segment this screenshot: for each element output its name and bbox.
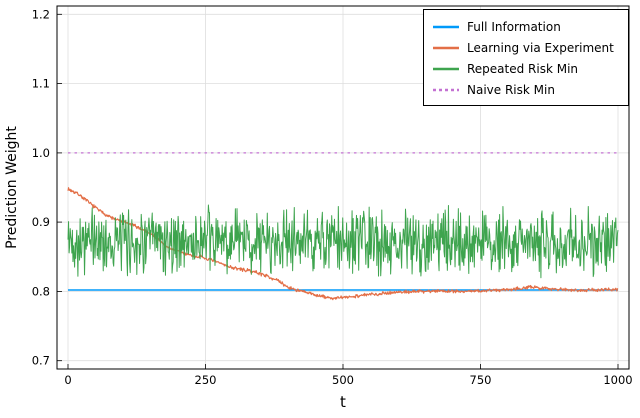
- y-tick-label: 1.0: [32, 146, 50, 160]
- y-axis-label: Prediction Weight: [4, 126, 20, 249]
- y-tick-label: 0.7: [32, 354, 50, 368]
- legend-line-swatch: [433, 88, 459, 91]
- x-tick-label: 1000: [603, 373, 632, 387]
- legend: Full Information Learning via Experiment…: [423, 9, 629, 106]
- series-line-repeated-risk-min: [67, 204, 619, 279]
- x-tick-label: 750: [470, 373, 492, 387]
- series-line-learning-via-experiment: [67, 187, 619, 301]
- axis-ticks: [57, 13, 619, 369]
- legend-entry-full-information: Full Information: [432, 16, 620, 37]
- y-tick-label: 0.9: [32, 215, 50, 229]
- legend-label: Repeated Risk Min: [467, 61, 579, 76]
- legend-entry-repeated-risk-min: Repeated Risk Min: [432, 58, 620, 79]
- y-tick-label: 0.8: [32, 284, 50, 298]
- x-axis-label: t: [340, 393, 346, 411]
- legend-label: Naive Risk Min: [467, 82, 555, 97]
- y-tick-label: 1.2: [32, 7, 50, 21]
- legend-line-swatch: [433, 46, 459, 49]
- legend-label: Full Information: [467, 19, 561, 34]
- y-tick-label: 1.1: [32, 77, 50, 91]
- x-tick-label: 0: [64, 373, 71, 387]
- tick-labels: 0 250 500 750 1000 0.7 0.8 0.9 1.0 1.1 1.2: [32, 7, 633, 387]
- legend-line-swatch: [433, 67, 459, 70]
- legend-line-swatch: [433, 25, 459, 28]
- legend-entry-learning-via-experiment: Learning via Experiment: [432, 37, 620, 58]
- legend-entry-naive-risk-min: Naive Risk Min: [432, 79, 620, 100]
- x-tick-label: 250: [195, 373, 217, 387]
- x-tick-label: 500: [332, 373, 354, 387]
- legend-label: Learning via Experiment: [467, 40, 614, 55]
